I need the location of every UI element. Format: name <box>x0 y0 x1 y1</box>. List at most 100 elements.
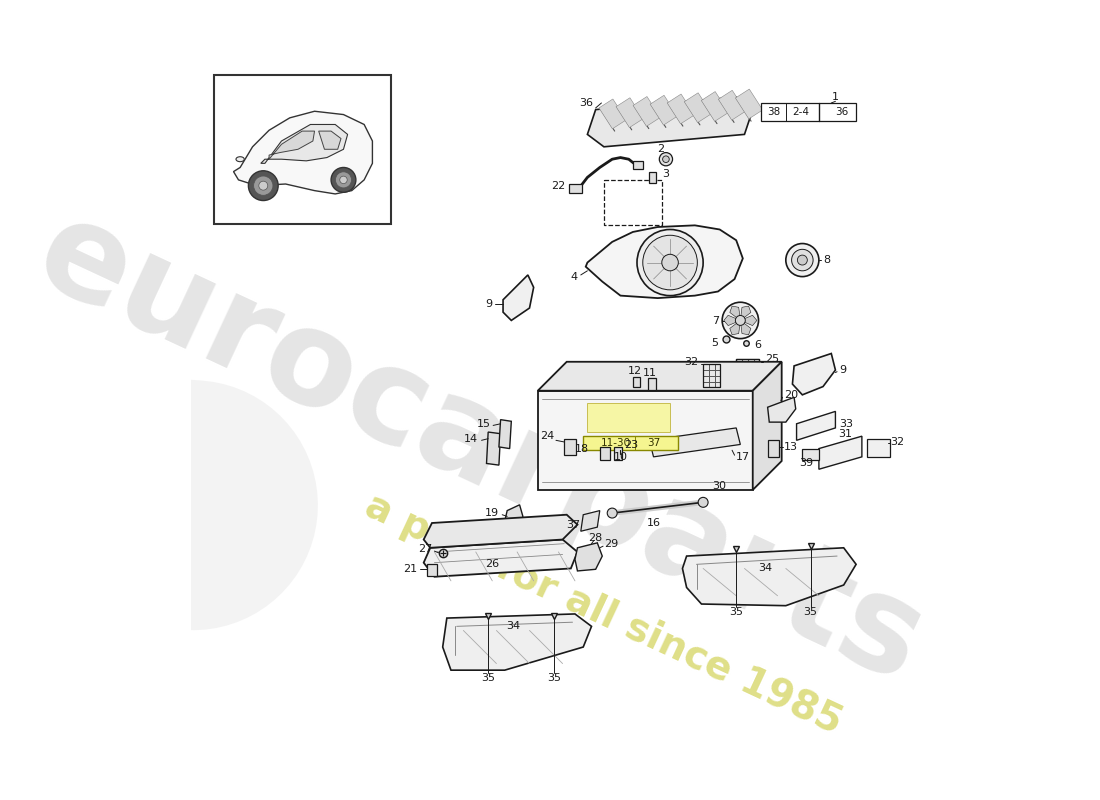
Bar <box>632 161 642 169</box>
Circle shape <box>659 153 672 166</box>
Text: 9: 9 <box>485 299 493 309</box>
Polygon shape <box>499 420 512 449</box>
Text: 10: 10 <box>614 452 627 462</box>
Text: 33: 33 <box>838 418 853 429</box>
Polygon shape <box>424 514 578 548</box>
Text: 32: 32 <box>890 437 904 447</box>
Text: 16: 16 <box>647 518 660 528</box>
Text: 25: 25 <box>766 354 779 364</box>
Text: 2-4: 2-4 <box>792 107 810 117</box>
Polygon shape <box>792 354 835 395</box>
Bar <box>761 103 856 121</box>
Text: 8: 8 <box>823 255 830 265</box>
Text: 38: 38 <box>767 107 780 117</box>
Text: 13: 13 <box>784 442 799 452</box>
Bar <box>703 364 720 387</box>
Polygon shape <box>740 321 751 334</box>
Polygon shape <box>682 548 856 606</box>
Bar <box>213 75 392 224</box>
Polygon shape <box>538 390 752 490</box>
Circle shape <box>331 167 356 192</box>
Text: 37: 37 <box>647 438 660 448</box>
Circle shape <box>662 156 669 162</box>
Circle shape <box>708 463 728 483</box>
Text: 29: 29 <box>604 538 618 549</box>
Circle shape <box>258 181 267 190</box>
Text: 34: 34 <box>758 563 772 574</box>
Polygon shape <box>587 403 670 432</box>
Bar <box>802 449 818 460</box>
Bar <box>768 440 779 457</box>
Text: 34: 34 <box>506 622 520 631</box>
Polygon shape <box>486 432 500 465</box>
Bar <box>736 359 759 388</box>
Circle shape <box>792 250 813 271</box>
Text: 17: 17 <box>736 452 750 462</box>
Polygon shape <box>585 226 742 298</box>
Text: 27: 27 <box>418 545 432 554</box>
Circle shape <box>607 508 617 518</box>
Text: 28: 28 <box>588 533 603 543</box>
Text: 35: 35 <box>481 674 495 683</box>
Text: 23: 23 <box>624 440 638 450</box>
Text: 22: 22 <box>551 182 565 191</box>
Polygon shape <box>740 315 757 326</box>
Polygon shape <box>575 543 603 571</box>
Text: 1: 1 <box>832 92 839 102</box>
Bar <box>736 89 762 119</box>
Bar <box>718 90 746 120</box>
Circle shape <box>723 302 759 338</box>
Polygon shape <box>729 321 740 334</box>
Bar <box>583 436 679 450</box>
Bar <box>668 94 694 124</box>
Text: 5: 5 <box>711 338 718 348</box>
Text: 11-30: 11-30 <box>602 438 631 448</box>
Polygon shape <box>538 362 782 390</box>
Text: 24: 24 <box>540 431 554 441</box>
Text: a part for all since 1985: a part for all since 1985 <box>360 486 848 742</box>
Text: 21: 21 <box>403 564 417 574</box>
Polygon shape <box>505 505 522 531</box>
Bar <box>650 95 678 125</box>
Bar <box>684 93 712 122</box>
Bar <box>427 564 437 576</box>
Polygon shape <box>319 131 341 150</box>
Text: 15: 15 <box>476 418 491 429</box>
Bar <box>702 91 728 122</box>
Bar <box>600 447 609 460</box>
Circle shape <box>736 315 746 326</box>
Polygon shape <box>587 97 752 147</box>
Text: 12: 12 <box>628 366 642 376</box>
Polygon shape <box>233 111 373 194</box>
Bar <box>634 97 660 126</box>
Polygon shape <box>768 398 795 422</box>
Text: 9: 9 <box>839 365 847 375</box>
Circle shape <box>249 170 278 201</box>
Text: 26: 26 <box>485 559 499 570</box>
Text: 32: 32 <box>684 357 699 366</box>
Text: 35: 35 <box>548 674 561 683</box>
Text: 30: 30 <box>713 481 727 490</box>
Text: 11: 11 <box>642 367 657 378</box>
Circle shape <box>798 255 807 265</box>
Text: 7: 7 <box>713 316 719 326</box>
Text: 36: 36 <box>835 107 849 117</box>
Circle shape <box>662 254 679 271</box>
Text: 2: 2 <box>657 144 664 154</box>
Ellipse shape <box>236 157 244 162</box>
Bar <box>614 447 623 460</box>
Text: 35: 35 <box>804 607 817 618</box>
Bar <box>648 378 656 390</box>
Polygon shape <box>752 362 782 490</box>
Circle shape <box>254 176 273 195</box>
Bar <box>632 377 640 387</box>
Polygon shape <box>503 275 534 321</box>
Polygon shape <box>796 411 835 440</box>
Circle shape <box>642 235 697 290</box>
Circle shape <box>698 498 708 507</box>
Polygon shape <box>581 510 600 531</box>
Polygon shape <box>270 131 315 159</box>
Bar <box>616 98 644 127</box>
Text: 6: 6 <box>755 340 761 350</box>
Bar <box>564 438 575 455</box>
